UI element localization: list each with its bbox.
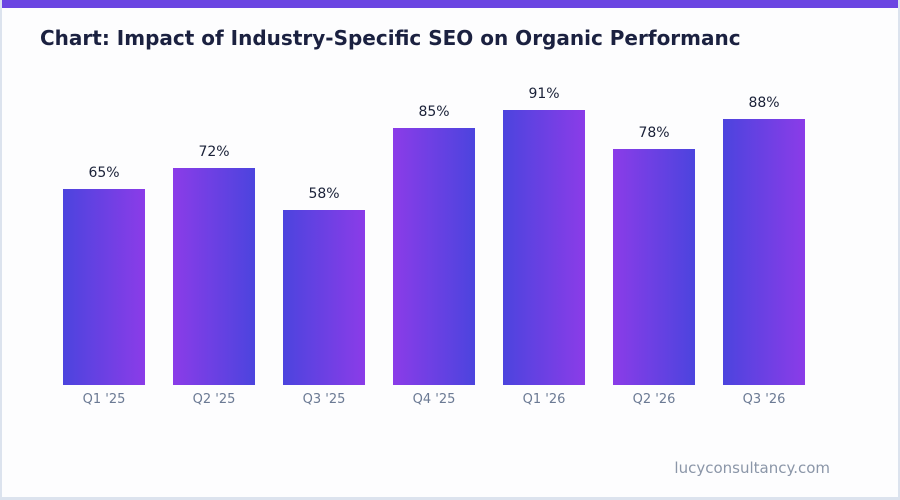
bar-column: 72% Q2 '25 — [159, 83, 269, 407]
bar-column: 91% Q1 '26 — [489, 83, 599, 407]
footer-watermark: lucyconsultancy.com — [674, 459, 830, 477]
x-axis-label: Q1 '25 — [82, 392, 126, 407]
bar-value-label: 58% — [308, 185, 340, 202]
bar — [503, 110, 585, 385]
bar-stack: 72% — [159, 83, 269, 385]
bar-value-label: 72% — [198, 143, 230, 160]
bar — [283, 209, 365, 385]
chart-title: Chart: Impact of Industry-Specific SEO o… — [40, 27, 741, 50]
bar-column: 65% Q1 '25 — [49, 83, 159, 407]
bar-column: 88% Q3 '26 — [709, 83, 819, 407]
x-axis-label: Q2 '25 — [192, 392, 236, 407]
bar-stack: 91% — [489, 83, 599, 385]
bar-column: 78% Q2 '26 — [599, 83, 709, 407]
bar-stack: 85% — [379, 83, 489, 385]
bar-stack: 65% — [49, 83, 159, 385]
bar-stack: 88% — [709, 83, 819, 385]
bar-chart: 65% Q1 '25 72% Q2 '25 58% Q3 '25 85% Q4 '25 91% Q… — [49, 83, 851, 407]
bar — [393, 128, 475, 385]
bar — [723, 119, 805, 385]
bar — [173, 167, 255, 385]
bar-value-label: 78% — [638, 125, 670, 142]
bar-value-label: 65% — [88, 164, 120, 181]
x-axis-label: Q4 '25 — [412, 392, 456, 407]
top-accent-bar — [2, 0, 898, 8]
x-axis-label: Q2 '26 — [632, 392, 676, 407]
bar — [613, 149, 695, 385]
x-axis-label: Q3 '26 — [742, 392, 786, 407]
bar-value-label: 85% — [418, 104, 450, 121]
bar-column: 85% Q4 '25 — [379, 83, 489, 407]
bar — [63, 188, 145, 385]
x-axis-label: Q3 '25 — [302, 392, 346, 407]
bar-stack: 58% — [269, 83, 379, 385]
bar-value-label: 88% — [748, 95, 780, 112]
bar-value-label: 91% — [528, 86, 560, 103]
bar-column: 58% Q3 '25 — [269, 83, 379, 407]
bar-stack: 78% — [599, 83, 709, 385]
x-axis-label: Q1 '26 — [522, 392, 566, 407]
